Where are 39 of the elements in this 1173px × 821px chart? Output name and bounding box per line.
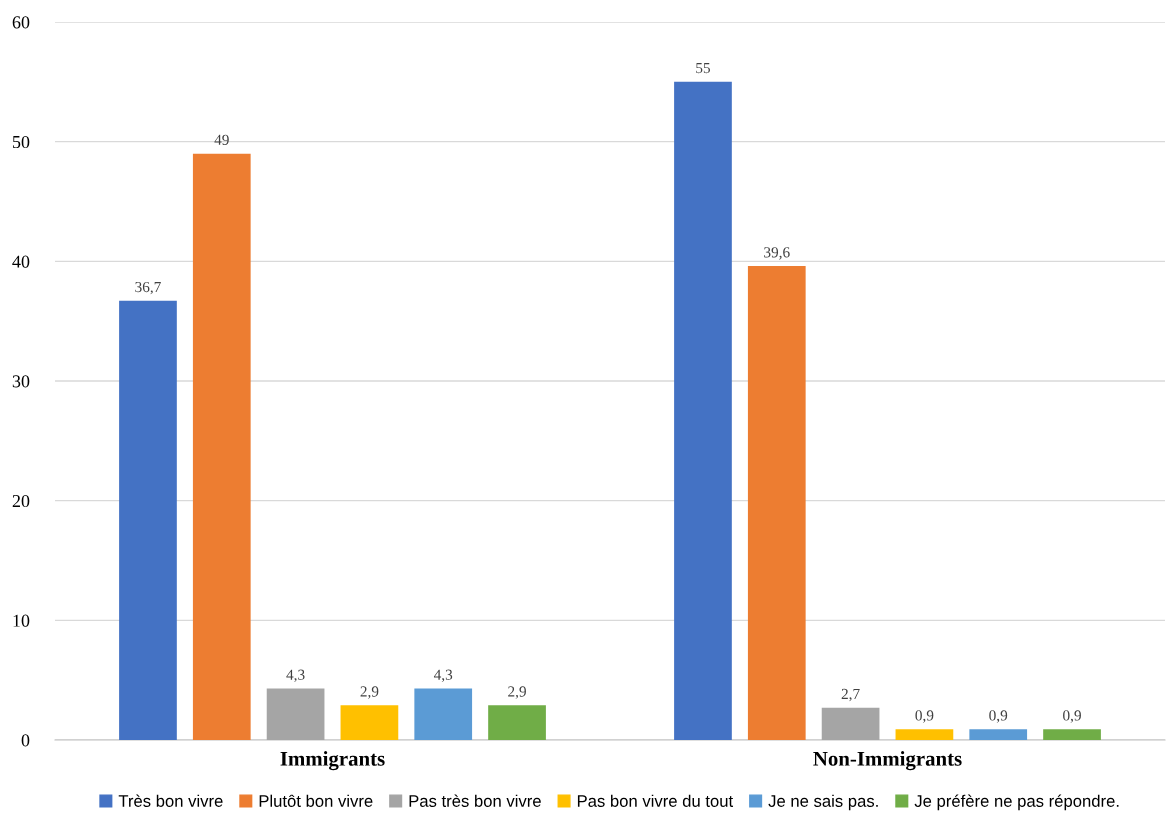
bar <box>414 688 473 740</box>
y-tick-label: 0 <box>21 734 30 747</box>
y-tick-label: 60 <box>12 16 30 29</box>
y-tick-label: 10 <box>13 614 30 627</box>
data-label: 0,9 <box>989 710 1008 723</box>
data-label: 49 <box>214 134 229 145</box>
bar <box>192 153 251 740</box>
legend-label: Je ne sais pas. <box>768 794 878 811</box>
bar <box>488 705 546 740</box>
legend-label: Pas bon vivre du tout <box>577 794 734 807</box>
bar <box>821 707 880 740</box>
data-label: 55 <box>696 63 710 74</box>
bar <box>747 266 806 740</box>
legend-label: Très bon vivre <box>118 794 223 807</box>
data-label: 0,9 <box>915 710 934 723</box>
data-label: 36,7 <box>135 281 161 295</box>
bar <box>340 705 399 740</box>
bar <box>895 729 954 740</box>
x-tick-label: Immigrants <box>280 751 385 771</box>
x-tick-label: Non-Immigrants <box>813 751 962 771</box>
data-label: 4,3 <box>286 669 305 683</box>
legend-label: Pas très bon vivre <box>409 794 541 807</box>
data-label: 39,6 <box>764 247 790 260</box>
bar <box>1043 729 1101 740</box>
y-tick-label: 20 <box>12 494 30 508</box>
data-label: 0,9 <box>1063 710 1081 723</box>
bar <box>266 688 325 740</box>
bar <box>969 729 1028 740</box>
legend-label: Plutôt bon vivre <box>259 794 373 807</box>
y-tick-label: 40 <box>12 255 30 268</box>
data-label: 2,9 <box>508 686 526 699</box>
data-label: 4,3 <box>433 669 453 683</box>
legend-label: Je préfère ne pas répondre. <box>914 794 1119 811</box>
data-label: 2,7 <box>841 688 860 702</box>
y-tick-label: 50 <box>12 135 30 149</box>
y-tick-label: 30 <box>12 375 30 388</box>
bar <box>119 300 177 740</box>
data-label: 2,9 <box>360 686 379 699</box>
bar <box>674 81 732 740</box>
